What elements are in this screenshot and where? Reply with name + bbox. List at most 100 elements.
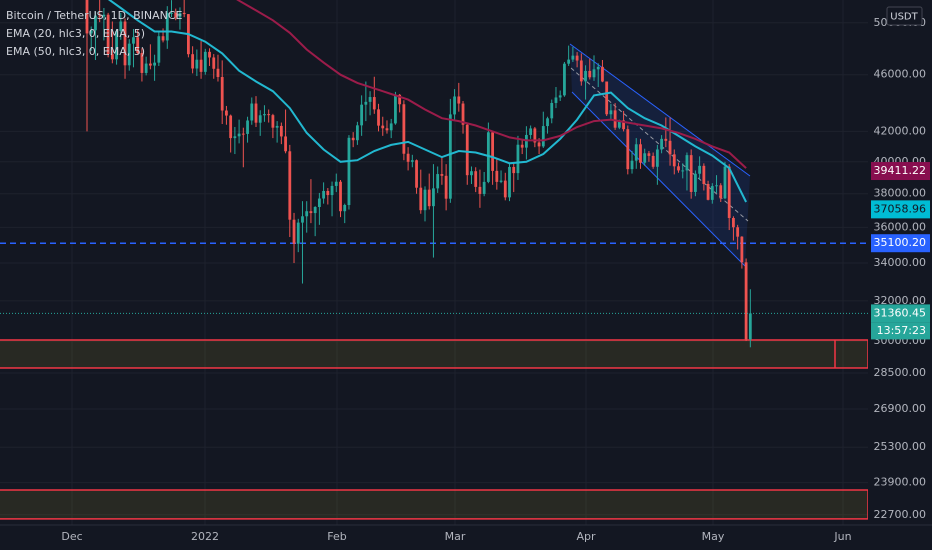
- price-badge: [871, 234, 930, 253]
- candle-body: [195, 59, 199, 69]
- candle-body: [613, 110, 617, 128]
- candle-body: [216, 68, 220, 78]
- candle-body: [377, 109, 380, 126]
- candle-body: [263, 114, 266, 116]
- candle-body: [639, 144, 642, 163]
- candle-body: [723, 166, 727, 199]
- candle-body: [550, 102, 554, 119]
- price-badge-label: 37058.96: [874, 202, 927, 215]
- support-zone: [0, 339, 869, 369]
- candle-body: [284, 136, 287, 152]
- candle-body: [250, 103, 254, 121]
- candle-body: [647, 153, 651, 156]
- candle-body: [655, 149, 659, 167]
- currency-badge[interactable]: [886, 6, 923, 26]
- candle-body: [394, 94, 397, 124]
- y-tick-label: 28500.00: [874, 366, 927, 379]
- candle-body: [410, 160, 414, 162]
- candle-body: [457, 96, 461, 104]
- candle-body: [326, 190, 330, 196]
- candle-body: [98, 15, 102, 17]
- candle-body: [301, 216, 304, 223]
- candle-body: [381, 125, 385, 129]
- candle-body: [448, 114, 452, 199]
- candle-body: [748, 313, 752, 340]
- candle-body: [495, 170, 499, 182]
- candle-body: [529, 128, 533, 135]
- candle-body: [634, 144, 638, 161]
- candle-body: [174, 12, 178, 18]
- candle-body: [275, 125, 279, 128]
- candle-body: [719, 185, 723, 199]
- candle-body: [503, 180, 507, 198]
- candle-body: [672, 154, 676, 167]
- candle-body: [136, 37, 140, 54]
- candle-body: [322, 190, 325, 199]
- candle-body: [385, 128, 389, 131]
- candle-body: [288, 151, 292, 220]
- candle-body: [715, 185, 718, 187]
- candle-body: [584, 70, 587, 82]
- candle-body: [241, 133, 245, 135]
- candle-body: [123, 21, 127, 66]
- candle-body: [296, 222, 300, 244]
- candle-body: [258, 115, 262, 123]
- candle-body: [579, 60, 583, 82]
- candle-body: [571, 55, 575, 60]
- candle-body: [440, 174, 444, 176]
- price-badge-label: 39411.22: [874, 164, 927, 177]
- candle-body: [423, 189, 427, 211]
- ema-lines: [0, 0, 868, 314]
- candle-body: [225, 110, 228, 116]
- price-badge: [871, 200, 930, 219]
- price-badge: [871, 162, 930, 181]
- candle-body: [444, 175, 448, 199]
- candle-body: [372, 97, 376, 110]
- candle-body: [203, 51, 207, 72]
- countdown: 13:57:23: [877, 324, 926, 337]
- candle-body: [398, 94, 402, 105]
- candle-body: [267, 114, 271, 116]
- candle-body: [563, 63, 566, 96]
- candle-body: [334, 181, 338, 186]
- candle-body: [157, 36, 161, 63]
- legend-entry: EMA (50, hlc3, 0, EMA, 5): [6, 45, 145, 58]
- candle-body: [499, 180, 503, 182]
- y-tick-label: 22700.00: [874, 508, 927, 521]
- candle-body: [626, 129, 630, 170]
- y-tick-label: 34000.00: [874, 256, 927, 269]
- zones: [0, 242, 869, 520]
- candle-body: [512, 166, 516, 174]
- candle-body: [132, 37, 135, 44]
- candle-body: [554, 97, 558, 103]
- candle-body: [102, 14, 106, 17]
- candle-body: [212, 57, 216, 69]
- candle-body: [305, 211, 309, 217]
- candle-body: [546, 118, 549, 127]
- candle-body: [199, 59, 203, 72]
- candle-body: [191, 54, 195, 69]
- candle-body: [140, 53, 144, 73]
- candle-body: [588, 70, 592, 78]
- candle-body: [89, 30, 93, 34]
- currency: USDT: [890, 12, 918, 23]
- candles: [85, 0, 752, 348]
- price-badge-label: 31360.45: [874, 306, 927, 319]
- candle-body: [406, 153, 410, 162]
- y-tick-label: 25300.00: [874, 440, 927, 453]
- candle-body: [744, 262, 748, 340]
- candle-body: [254, 103, 258, 123]
- candle-body: [419, 187, 423, 211]
- candle-body: [364, 101, 368, 105]
- support-zone: [0, 489, 869, 520]
- candle-body: [491, 132, 494, 171]
- candle-body: [339, 181, 342, 212]
- candle-body: [592, 69, 596, 78]
- y-tick-label: 26900.00: [874, 402, 927, 415]
- candle-body: [237, 133, 241, 137]
- candle-body: [516, 144, 520, 174]
- price-badge: [871, 304, 930, 323]
- candle-body: [478, 186, 482, 194]
- candle-body: [153, 62, 156, 66]
- candle-body: [356, 125, 359, 141]
